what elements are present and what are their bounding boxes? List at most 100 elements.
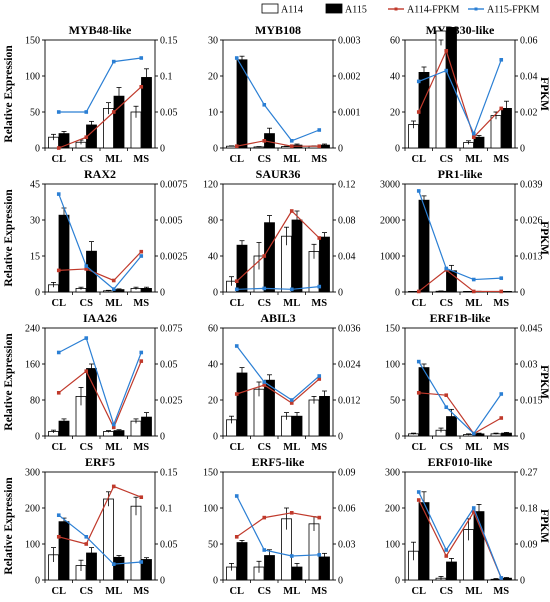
y2-tick-label: 0: [160, 144, 165, 155]
legend-item-a115: A115: [325, 3, 367, 16]
y2-tick-label: 0.025: [160, 396, 183, 407]
point-a115-fpkm-cl: [56, 513, 61, 517]
point-a115-fpkm-ms: [317, 128, 322, 132]
y2-tick-label: 0.15: [160, 468, 178, 479]
y-tick-label: 0: [395, 144, 400, 155]
point-a114-fpkm-ms: [139, 359, 144, 363]
point-a114-fpkm-ml: [289, 401, 294, 405]
point-a114-fpkm-ml: [111, 110, 116, 114]
y2-tick-label: 0.05: [160, 108, 178, 119]
x-tick-label: CL: [411, 154, 426, 165]
x-tick-label: CS: [258, 154, 272, 165]
bar-a114-ms: [130, 505, 142, 581]
point-a115-fpkm-ml: [471, 131, 476, 136]
bar-a115-ml: [291, 219, 303, 293]
y2-tick-label: 0.04: [520, 72, 538, 83]
line-a114-fpkm: [236, 140, 320, 147]
y-axis-title-left: Relative Expression: [3, 189, 15, 287]
y-axis-title-left: Relative Expression: [3, 45, 15, 143]
line-a115-fpkm: [58, 337, 142, 427]
y-tick-label: 10: [208, 108, 218, 119]
point-a115-fpkm-cs: [262, 286, 267, 291]
x-tick-label: CS: [440, 586, 454, 597]
x-tick-label: ML: [465, 154, 482, 165]
y-axis-title-left: Relative Expression: [3, 477, 15, 575]
y2-tick-label: 0.03: [520, 360, 538, 371]
x-tick-label: ML: [105, 298, 122, 309]
y2-tick-label: 0.0075: [160, 180, 188, 191]
point-a114-fpkm-ml: [289, 209, 294, 213]
point-a114-fpkm-cs: [84, 267, 89, 271]
bar-a115-cl: [58, 214, 70, 293]
y-tick-label: 20: [208, 72, 218, 83]
y2-tick-label: 0.18: [520, 504, 538, 515]
point-a115-fpkm-cl: [56, 192, 61, 196]
legend: A114 A115 A114-FPKM A115-FPKM: [261, 3, 540, 16]
y-axis-title-right: FPKM: [538, 509, 550, 543]
point-a114-fpkm-cl: [416, 498, 421, 502]
x-tick-label: ML: [465, 586, 482, 597]
line-a115-fpkm: [58, 57, 142, 113]
point-a115-fpkm-ms: [139, 560, 144, 564]
y-tick-label: 0: [213, 144, 218, 155]
y-tick-label: 150: [385, 324, 400, 335]
y2-tick-label: 0.08: [338, 216, 356, 227]
legend-swatch: [261, 3, 279, 14]
y-tick-label: 0: [35, 576, 40, 587]
point-a114-fpkm-ms: [139, 249, 144, 254]
point-a114-fpkm-cs: [262, 515, 267, 520]
y-tick-label: 60: [208, 324, 218, 335]
point-a115-fpkm-ms: [499, 392, 504, 396]
y-tick-label: 100: [385, 540, 400, 551]
point-a114-fpkm-cs: [262, 383, 267, 387]
point-a114-fpkm-ms: [139, 85, 144, 89]
point-a114-fpkm-ml: [471, 510, 476, 514]
y-tick-label: 0: [213, 576, 218, 587]
x-tick-label: CS: [258, 442, 272, 453]
point-a115-fpkm-ms: [317, 374, 322, 378]
point-a114-fpkm-ml: [289, 144, 294, 148]
y-axis-title-left: Relative Expression: [3, 333, 15, 431]
point-a115-fpkm-ml: [289, 554, 294, 558]
y2-tick-label: 0.0025: [160, 252, 188, 263]
y2-tick-label: 0.003: [338, 36, 361, 47]
y2-tick-label: 0: [520, 288, 525, 299]
point-a115-fpkm-ml: [111, 562, 116, 566]
y-tick-label: 100: [25, 540, 40, 551]
y-tick-label: 300: [25, 468, 40, 479]
point-a115-fpkm-ml: [111, 59, 116, 64]
x-tick-label: CL: [51, 298, 66, 309]
point-a115-fpkm-cs: [84, 336, 89, 340]
x-tick-label: CS: [440, 154, 454, 165]
panel-pr1-like: PR1-like 0 1000 2000 3000 0 0.013 0.026 0.039 CL C…: [380, 167, 543, 309]
point-a115-fpkm-ms: [139, 350, 144, 355]
x-tick-label: CL: [411, 298, 426, 309]
y2-tick-label: 0: [338, 144, 343, 155]
x-tick-label: MS: [311, 586, 327, 597]
point-a114-fpkm-cs: [262, 254, 267, 258]
x-tick-label: CL: [411, 586, 426, 597]
point-a114-fpkm-ms: [317, 515, 322, 520]
x-tick-label: CL: [411, 442, 426, 453]
y-tick-label: 0: [395, 288, 400, 299]
bar-a115-cl: [236, 542, 248, 581]
x-tick-label: CS: [80, 442, 94, 453]
y2-tick-label: 0: [520, 432, 525, 443]
point-a115-fpkm-ml: [471, 277, 476, 282]
x-tick-label: MS: [311, 154, 327, 165]
y2-tick-label: 0.05: [160, 360, 178, 371]
y-tick-label: 150: [25, 36, 40, 47]
line-a115-fpkm: [418, 59, 502, 136]
y-tick-label: 150: [203, 468, 218, 479]
x-tick-label: MS: [311, 298, 327, 309]
y2-tick-label: 0.039: [520, 180, 543, 191]
y-axis-title-right: FPKM: [538, 77, 550, 111]
y2-tick-label: 0: [160, 576, 165, 587]
bar-a115-cs: [446, 26, 457, 149]
y-tick-label: 120: [203, 180, 218, 191]
point-a115-fpkm-ms: [317, 553, 322, 557]
panel-erf1b-like: ERF1B-like 0 50 100 150 0 0.015 0.03 0.045 CL CS ML…: [385, 311, 543, 453]
line-a115-fpkm: [58, 193, 142, 290]
line-a114-fpkm: [418, 269, 502, 293]
